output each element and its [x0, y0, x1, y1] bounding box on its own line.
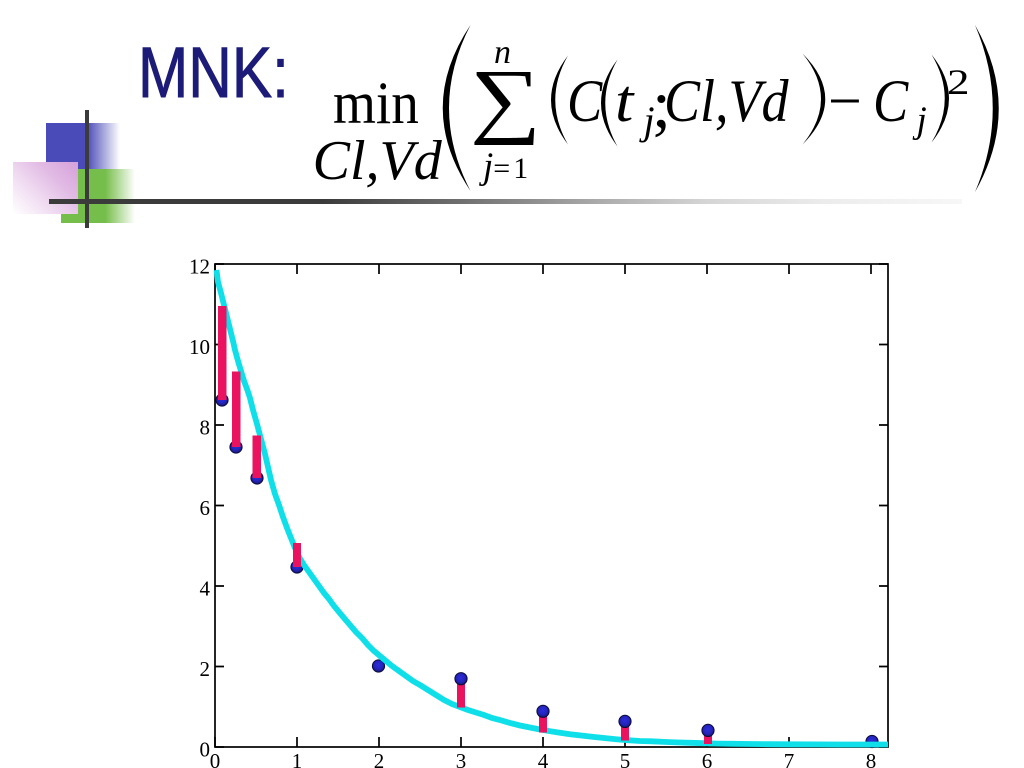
svg-text:10: 10: [189, 335, 210, 359]
svg-text:5: 5: [620, 749, 631, 768]
svg-text:0: 0: [210, 749, 221, 768]
svg-text:0: 0: [200, 738, 211, 762]
svg-text:12: 12: [189, 255, 210, 279]
svg-text:6: 6: [702, 749, 713, 768]
svg-text:7: 7: [784, 749, 795, 768]
svg-text:2: 2: [200, 657, 211, 681]
svg-text:4: 4: [538, 749, 549, 768]
svg-text:2: 2: [374, 749, 385, 768]
svg-text:8: 8: [200, 416, 211, 440]
svg-text:1: 1: [292, 749, 303, 768]
svg-text:8: 8: [866, 749, 877, 768]
svg-text:4: 4: [200, 577, 211, 601]
svg-text:3: 3: [456, 749, 467, 768]
svg-text:6: 6: [200, 496, 211, 520]
